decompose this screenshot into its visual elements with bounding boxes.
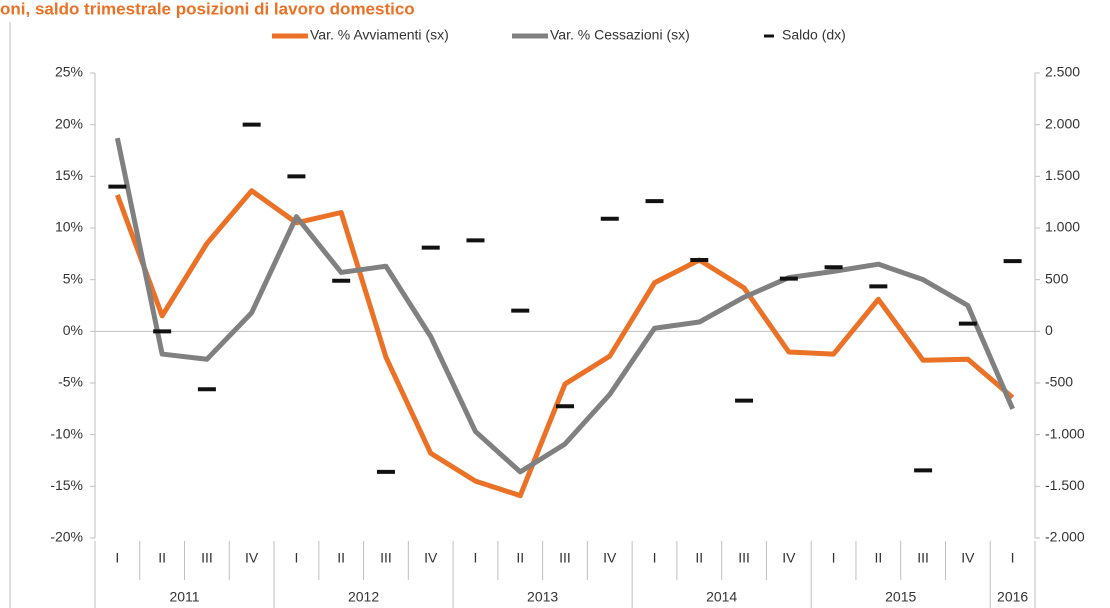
y2-tick-label: -1.500 [1045,477,1085,493]
x-tick-label: II [695,550,703,566]
legend-label: Saldo (dx) [782,27,846,43]
x-tick-label: IV [424,550,438,566]
x-tick-label: I [653,550,657,566]
y2-tick-label: 1.500 [1045,167,1080,183]
y-tick-label: 10% [55,219,83,235]
y2-tick-label: 1.000 [1045,219,1080,235]
x-tick-label: III [559,550,571,566]
y2-tick-label: 500 [1045,270,1069,286]
chart-title: oni, saldo trimestrale posizioni di lavo… [0,0,415,18]
x-tick-label: II [337,550,345,566]
year-label: 2011 [169,589,199,605]
y-tick-label: -20% [50,529,83,545]
year-label: 2012 [348,589,379,605]
x-tick-label: IV [961,550,975,566]
y2-tick-label: 2.500 [1045,64,1080,80]
series-line [114,137,1015,475]
x-tick-label: I [294,550,298,566]
y-tick-label: -10% [50,425,83,441]
y-tick-label: 5% [63,270,83,286]
y-tick-label: 20% [55,115,83,131]
series-line [115,188,1015,499]
x-tick-label: I [1011,550,1015,566]
year-label: 2013 [527,589,558,605]
x-tick-label: IV [782,550,796,566]
x-tick-label: II [158,550,166,566]
x-tick-label: III [917,550,929,566]
x-tick-label: III [738,550,750,566]
year-label: 2014 [706,589,737,605]
x-tick-label: II [516,550,524,566]
y-tick-label: -15% [50,477,83,493]
x-tick-label: I [115,550,119,566]
x-tick-label: IV [603,550,617,566]
y2-tick-label: 2.000 [1045,115,1080,131]
x-tick-label: IV [245,550,259,566]
x-tick-label: I [832,550,836,566]
x-tick-label: III [380,550,392,566]
y-tick-label: 25% [55,64,83,80]
y2-tick-label: -500 [1045,374,1073,390]
legend-label: Var. % Avviamenti (sx) [310,27,449,43]
x-tick-label: III [201,550,213,566]
y2-tick-label: -2.000 [1045,529,1085,545]
y-tick-label: 0% [63,322,83,338]
year-label: 2015 [885,589,916,605]
y2-tick-label: 0 [1045,322,1053,338]
y-tick-label: -5% [58,374,83,390]
x-tick-label: II [874,550,882,566]
y2-tick-label: -1.000 [1045,425,1085,441]
x-tick-label: I [474,550,478,566]
legend-label: Var. % Cessazioni (sx) [550,27,690,43]
year-label: 2016 [997,589,1028,605]
y-tick-label: 15% [55,167,83,183]
